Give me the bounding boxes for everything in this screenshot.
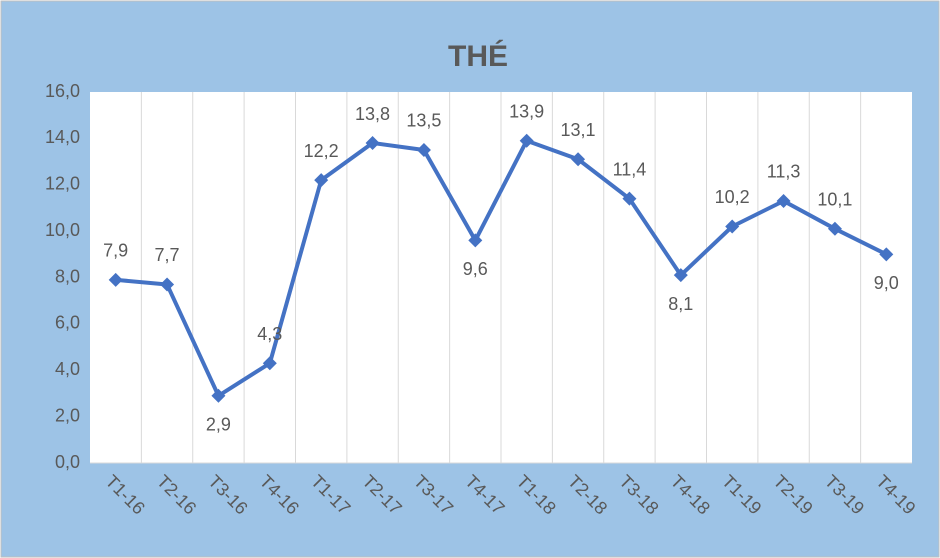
y-tick-label: 8,0	[55, 266, 80, 286]
marker	[622, 191, 637, 206]
marker	[160, 277, 175, 292]
data-label: 10,2	[715, 187, 750, 207]
marker	[365, 136, 380, 151]
data-label: 7,7	[155, 245, 180, 265]
data-label: 2,9	[206, 415, 231, 435]
y-tick-label: 6,0	[55, 313, 80, 333]
chart-title: THÉ	[448, 39, 508, 73]
marker	[211, 388, 226, 403]
data-label: 13,9	[509, 101, 544, 121]
marker	[519, 133, 534, 148]
marker	[468, 233, 483, 248]
marker	[776, 193, 791, 208]
data-label: 10,1	[817, 190, 852, 210]
y-tick-label: 10,0	[45, 220, 80, 240]
data-label: 9,6	[463, 259, 488, 279]
data-label: 13,1	[561, 120, 596, 140]
marker	[879, 247, 894, 262]
data-label: 12,2	[304, 141, 339, 161]
marker	[725, 219, 740, 234]
marker	[571, 152, 586, 167]
line	[115, 138, 888, 398]
y-tick-label: 2,0	[55, 405, 80, 425]
y-tick-label: 4,0	[55, 359, 80, 379]
data-label: 4,3	[257, 324, 282, 344]
data-label: 11,3	[767, 162, 801, 182]
y-tick-label: 16,0	[45, 81, 80, 101]
data-label: 11,4	[613, 159, 647, 179]
data-label: 13,5	[406, 111, 441, 131]
data-label: 13,8	[355, 104, 390, 124]
marker	[416, 142, 431, 157]
y-tick-label: 14,0	[45, 127, 80, 147]
marker	[673, 268, 688, 283]
y-tick-label: 12,0	[45, 174, 80, 194]
data-label: 9,0	[874, 273, 899, 293]
y-tick-label: 0,0	[55, 452, 80, 472]
marker	[262, 356, 277, 371]
data-label: 7,9	[103, 241, 128, 261]
marker	[827, 221, 842, 236]
marker	[108, 272, 123, 287]
data-label: 8,1	[668, 294, 693, 314]
marker	[314, 173, 329, 188]
